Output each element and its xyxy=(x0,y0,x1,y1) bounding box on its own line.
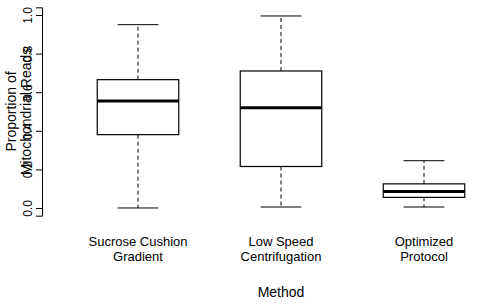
upper-whisker xyxy=(138,25,139,80)
lower-whisker xyxy=(281,166,282,207)
box xyxy=(383,184,465,198)
lower-cap xyxy=(404,207,445,208)
y-axis-line xyxy=(36,8,43,216)
y-tick-mark xyxy=(36,92,42,93)
text-line: Sucrose Cushion xyxy=(89,234,188,249)
box xyxy=(97,80,179,135)
median xyxy=(383,190,465,193)
box-group xyxy=(383,161,465,207)
y-tick-label: 0.0 xyxy=(21,200,35,217)
box-group xyxy=(240,16,322,207)
y-tick-mark xyxy=(36,169,42,170)
chart: 0.00.20.40.60.81.0Sucrose CushionGradien… xyxy=(0,0,500,306)
y-tick-mark xyxy=(36,208,42,209)
median xyxy=(97,99,179,102)
boxes xyxy=(97,16,465,208)
y-axis-title: Proportion ofMitochondrial Reads xyxy=(3,48,34,176)
text-line: Method xyxy=(258,284,305,300)
x-tick-label: Sucrose CushionGradient xyxy=(89,234,188,264)
lower-cap xyxy=(118,207,159,208)
y-tick: 1.0 xyxy=(21,7,42,24)
box-group xyxy=(97,25,179,208)
x-tick-label: Low SpeedCentrifugation xyxy=(241,234,322,264)
y-tick-mark xyxy=(36,15,42,16)
x-axis-title: Method xyxy=(258,284,305,300)
upper-whisker xyxy=(281,16,282,71)
upper-cap xyxy=(261,15,302,16)
text-line: Optimized xyxy=(395,234,454,249)
upper-whisker xyxy=(424,161,425,184)
lower-whisker xyxy=(424,197,425,207)
box xyxy=(240,71,322,167)
text-line: Mitochondrial Reads xyxy=(18,48,34,176)
y-tick-mark xyxy=(36,131,42,132)
text-line: Centrifugation xyxy=(241,249,322,264)
text-line: Protocol xyxy=(400,249,448,264)
x-axis: Sucrose CushionGradient Low SpeedCentrifu… xyxy=(89,234,454,264)
median xyxy=(240,106,322,109)
lower-whisker xyxy=(138,135,139,208)
text-line: Low Speed xyxy=(248,234,313,249)
text-line: Gradient xyxy=(113,249,163,264)
upper-cap xyxy=(404,160,445,161)
upper-cap xyxy=(118,24,159,25)
y-tick: 0.0 xyxy=(21,200,42,217)
x-tick-label: OptimizedProtocol xyxy=(395,234,454,264)
y-tick-mark xyxy=(36,54,42,55)
text-line: Proportion of xyxy=(3,71,19,151)
lower-cap xyxy=(261,207,302,208)
y-tick-label: 1.0 xyxy=(21,7,35,24)
